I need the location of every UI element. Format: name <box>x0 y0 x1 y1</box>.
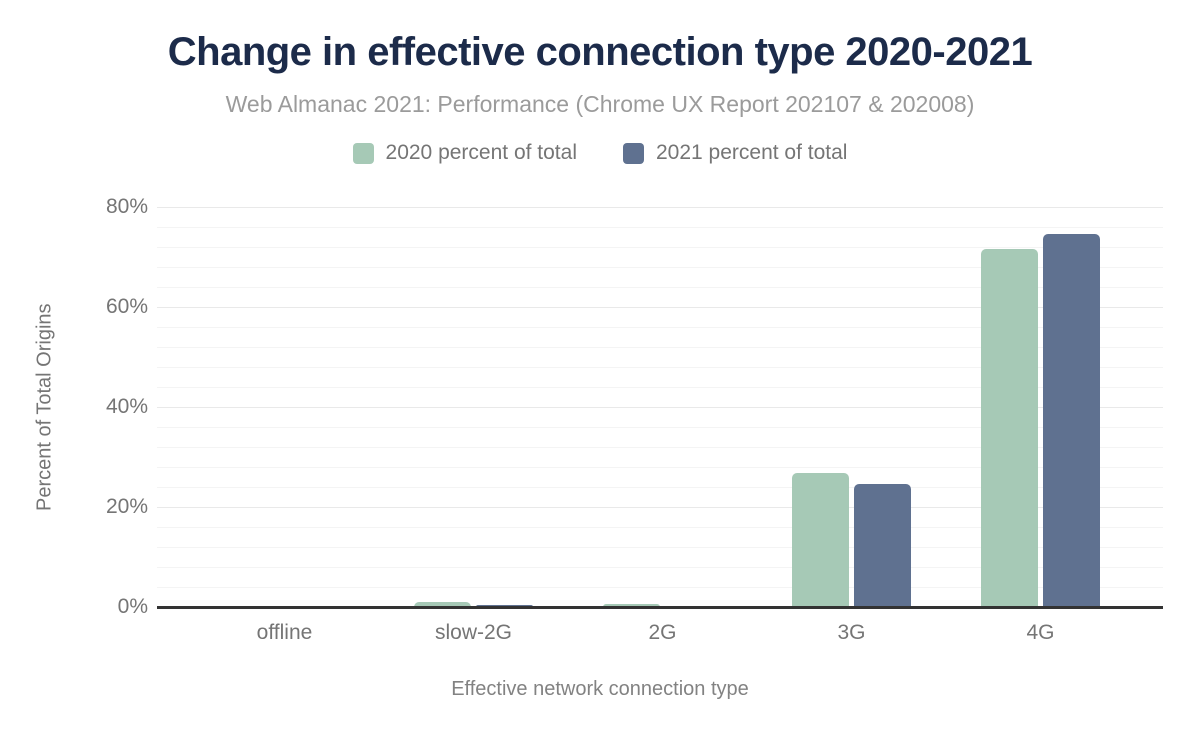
gridline-minor <box>157 347 1163 348</box>
bar-group-4G <box>946 207 1135 607</box>
bar-group-slow-2G <box>379 207 568 607</box>
gridline-minor <box>157 247 1163 248</box>
bar-group-offline <box>190 207 379 607</box>
legend-swatch-2020 <box>352 142 374 164</box>
gridline-major <box>157 407 1163 408</box>
x-tick-label-offline: offline <box>256 621 313 644</box>
gridline-minor <box>157 587 1163 588</box>
bar-slow-2G-2021 <box>476 604 533 607</box>
x-axis-line <box>157 606 1163 609</box>
gridline-minor <box>157 287 1163 288</box>
x-tick-label-2G: 2G <box>648 621 677 644</box>
gridline-minor <box>157 467 1163 468</box>
gridline-minor <box>157 547 1163 548</box>
x-tick-label-4G: 4G <box>1026 621 1055 644</box>
gridline-minor <box>157 267 1163 268</box>
gridline-major <box>157 507 1163 508</box>
gridline-minor <box>157 367 1163 368</box>
gridline-major <box>157 307 1163 308</box>
x-tick-label-3G: 3G <box>837 621 866 644</box>
legend-label: 2020 percent of total <box>385 141 577 164</box>
bar-group-3G <box>757 207 946 607</box>
gridline-major <box>157 207 1163 208</box>
gridline-minor <box>157 387 1163 388</box>
chart-subtitle: Web Almanac 2021: Performance (Chrome UX… <box>225 91 975 117</box>
y-tick-label: 20% <box>105 495 148 518</box>
bar-4G-2021 <box>1043 233 1100 607</box>
bar-4G-2020 <box>981 248 1038 607</box>
bar-2G-2020 <box>603 604 660 607</box>
bar-3G-2021 <box>854 484 911 607</box>
bar-slow-2G-2020 <box>414 602 471 607</box>
legend: 2020 percent of total 2021 percent of tot… <box>0 141 1200 165</box>
legend-swatch-2021 <box>623 142 644 164</box>
legend-item-2020: 2020 percent of total <box>352 141 577 165</box>
bar-3G-2020 <box>792 473 849 607</box>
x-axis-title: Effective network connection type <box>451 678 749 700</box>
plot-area <box>190 207 1135 607</box>
y-tick-label: 40% <box>105 395 148 418</box>
gridline-minor <box>157 567 1163 568</box>
y-tick-label: 0% <box>117 595 148 618</box>
legend-label: 2021 percent of total <box>656 141 848 164</box>
gridline-minor <box>157 527 1163 528</box>
legend-item-2021: 2021 percent of total <box>623 141 847 165</box>
y-tick-label: 60% <box>105 295 148 318</box>
gridline-minor <box>157 427 1163 428</box>
y-tick-label: 80% <box>105 195 148 218</box>
chart-title: Change in effective connection type 2020… <box>167 30 1033 74</box>
gridline-minor <box>157 227 1163 228</box>
bar-group-2G <box>568 207 757 607</box>
gridline-minor <box>157 447 1163 448</box>
gridline-minor <box>157 487 1163 488</box>
gridline-minor <box>157 327 1163 328</box>
x-tick-labels: offline slow-2G 2G 3G 4G <box>190 620 1135 646</box>
x-tick-label-slow-2G: slow-2G <box>434 621 513 644</box>
